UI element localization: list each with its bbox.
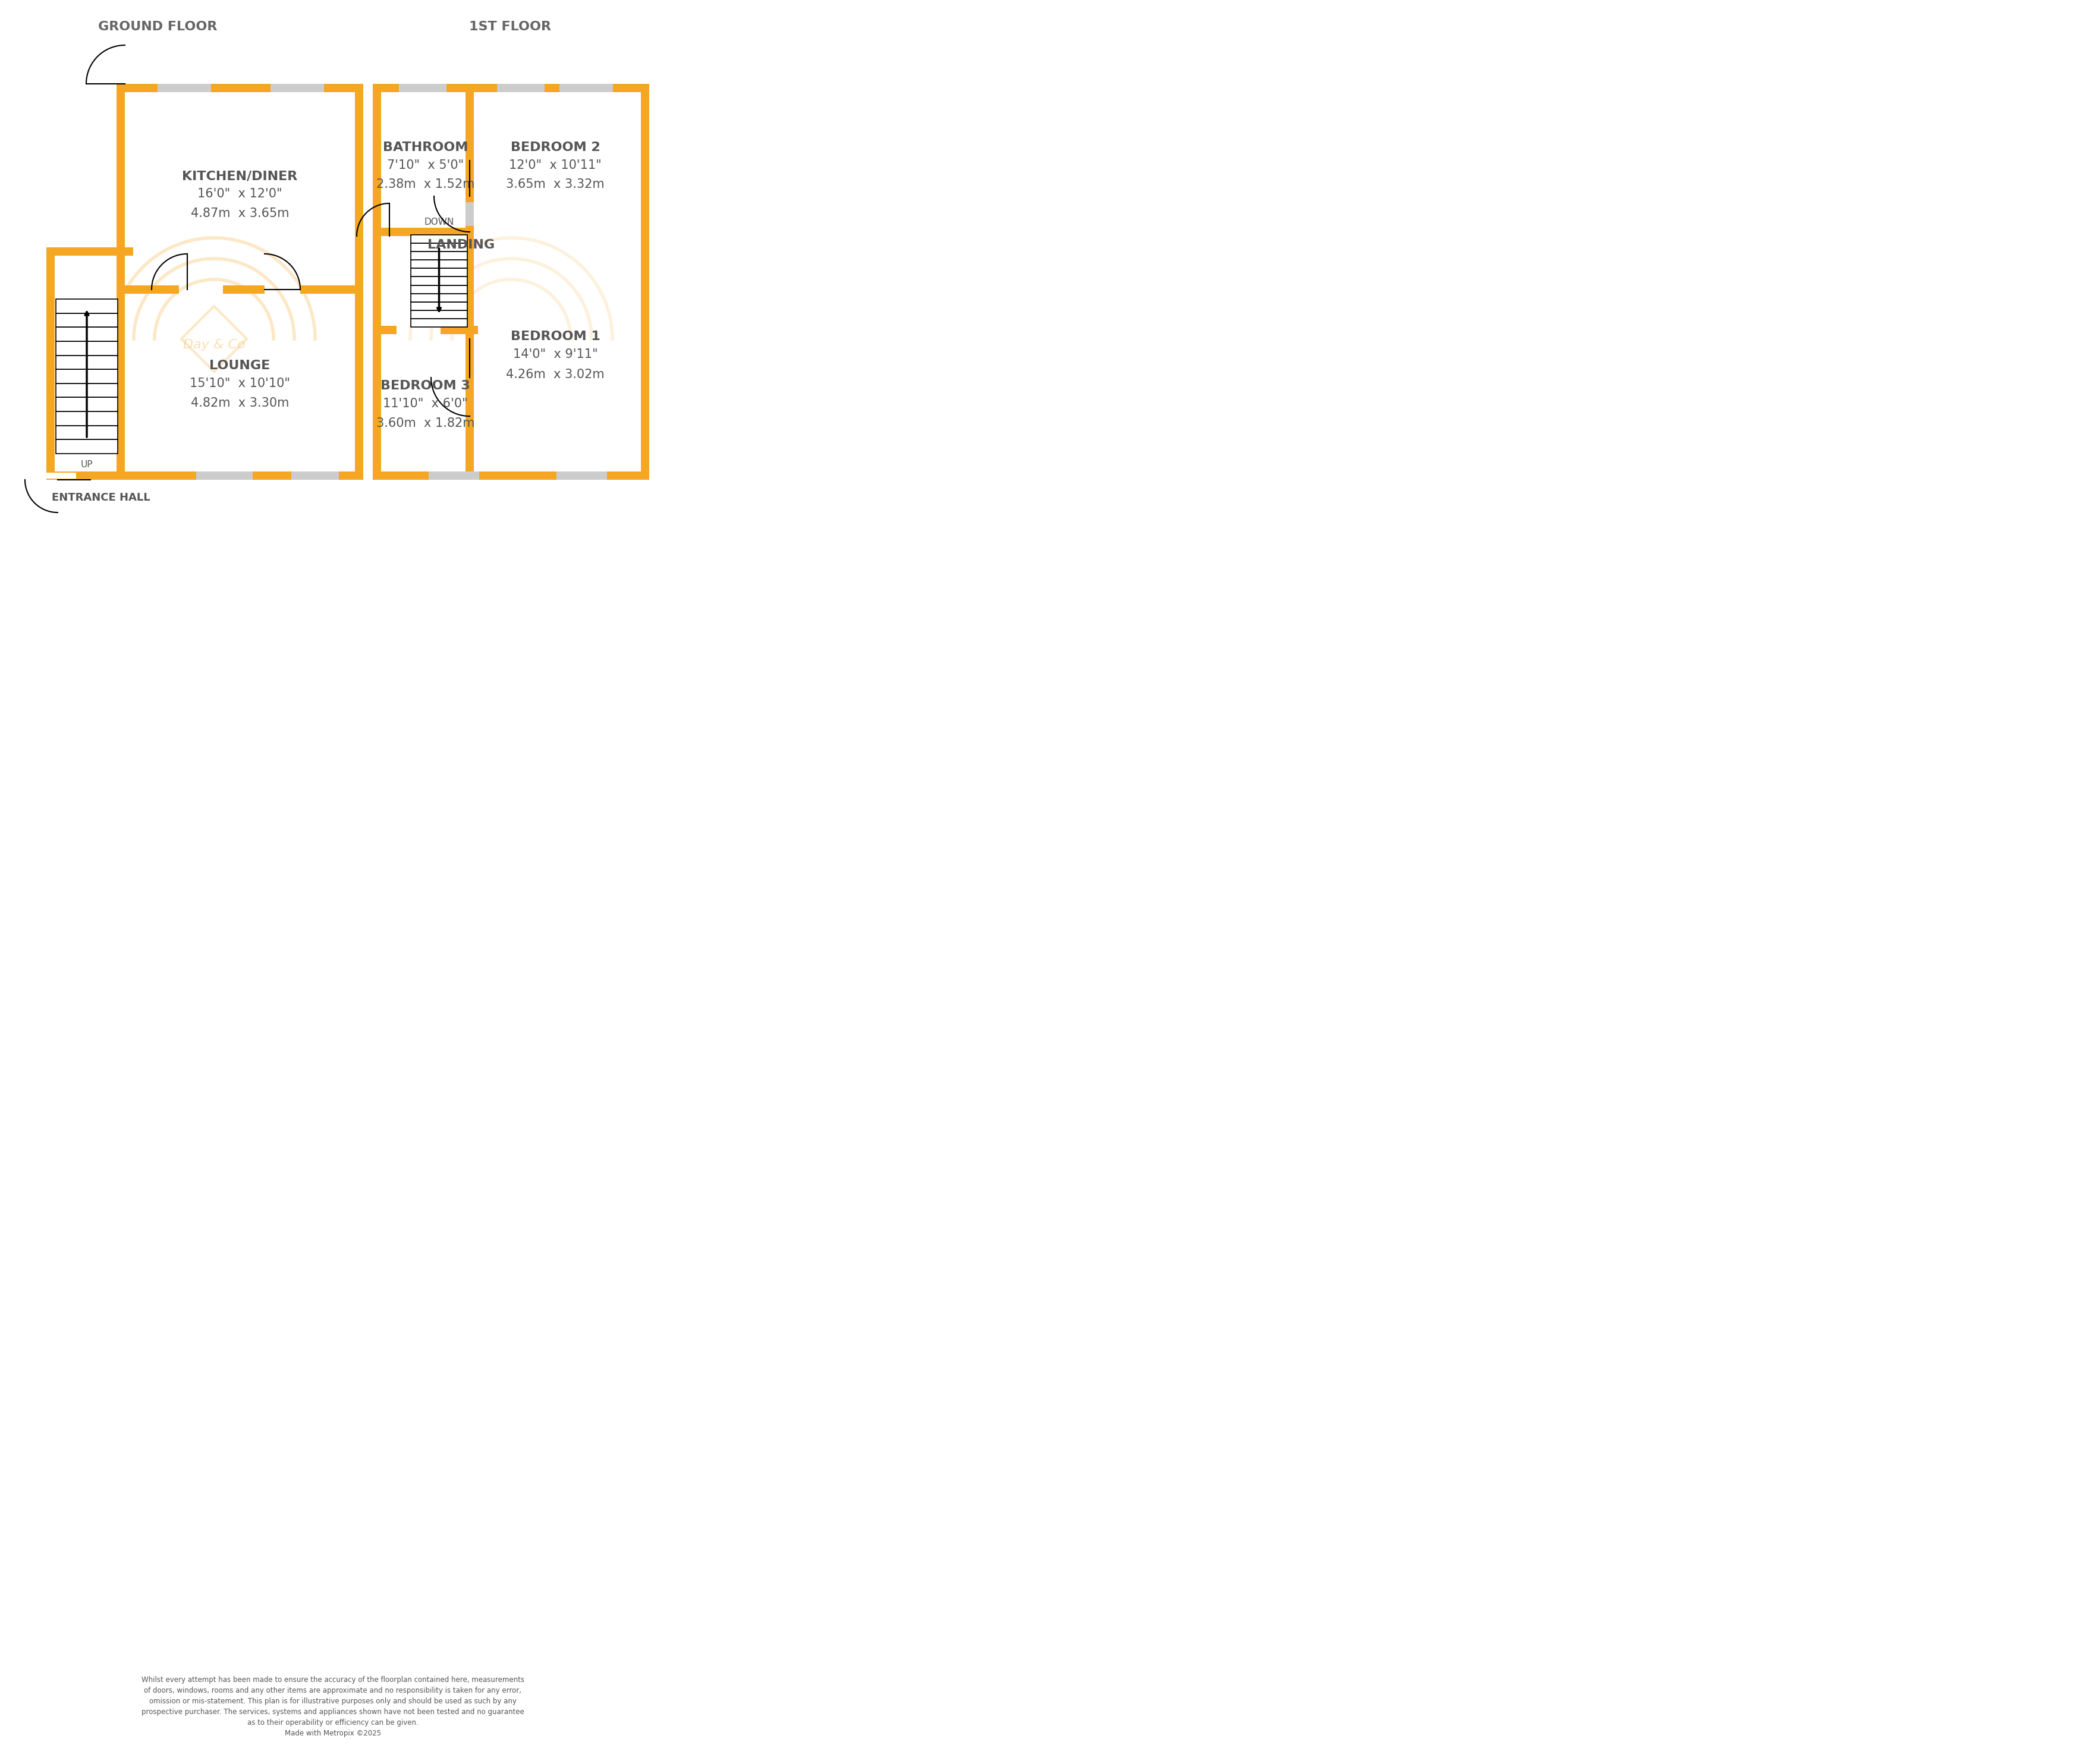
Bar	[56, 326, 117, 340]
Bar	[56, 340, 117, 355]
Bar	[411, 243, 467, 252]
Text: BEDROOM 1: BEDROOM 1	[511, 332, 600, 342]
Bar	[411, 319, 467, 326]
Bar	[46, 471, 363, 480]
Text: 12'0"  x 10'11": 12'0" x 10'11"	[509, 159, 603, 171]
Bar	[465, 85, 473, 480]
Text: 16'0"  x 12'0": 16'0" x 12'0"	[198, 189, 281, 199]
Bar	[271, 85, 323, 92]
Bar	[46, 247, 54, 480]
Bar	[117, 286, 179, 293]
Bar	[465, 203, 473, 226]
Bar	[411, 277, 467, 286]
Text: 3.65m  x 3.32m: 3.65m x 3.32m	[507, 178, 605, 191]
Text: 7'10"  x 5'0": 7'10" x 5'0"	[388, 159, 463, 171]
Bar	[640, 85, 648, 480]
Bar	[411, 259, 467, 268]
Text: 3.60m  x 1.82m: 3.60m x 1.82m	[375, 418, 475, 429]
Bar	[373, 228, 469, 236]
Bar	[56, 411, 117, 425]
Bar	[411, 235, 467, 243]
Bar	[411, 268, 467, 277]
Bar	[300, 286, 363, 293]
Bar	[158, 85, 211, 92]
Bar	[196, 471, 252, 480]
Bar	[56, 312, 117, 326]
Text: BATHROOM: BATHROOM	[384, 141, 467, 153]
Text: 15'10"  x 10'10": 15'10" x 10'10"	[190, 377, 290, 390]
Bar	[411, 302, 467, 310]
Bar	[46, 473, 75, 478]
Text: 4.82m  x 3.30m: 4.82m x 3.30m	[190, 397, 290, 409]
Bar	[411, 310, 467, 319]
Text: KITCHEN/DINER: KITCHEN/DINER	[181, 169, 298, 182]
Bar	[354, 85, 363, 480]
Text: BEDROOM 3: BEDROOM 3	[382, 379, 471, 392]
Text: 4.87m  x 3.65m: 4.87m x 3.65m	[190, 208, 290, 219]
Text: 14'0"  x 9'11": 14'0" x 9'11"	[513, 349, 598, 360]
Bar	[56, 369, 117, 383]
Bar	[56, 439, 117, 453]
Text: DOWN: DOWN	[423, 217, 455, 226]
Text: Whilst every attempt has been made to ensure the accuracy of the floorplan conta: Whilst every attempt has been made to en…	[142, 1676, 523, 1738]
Bar	[559, 85, 613, 92]
Bar	[411, 293, 467, 302]
Bar	[56, 383, 117, 397]
Text: 1ST FLOOR: 1ST FLOOR	[469, 21, 550, 34]
Bar	[117, 85, 125, 256]
Bar	[430, 471, 480, 480]
Bar	[117, 247, 125, 480]
Text: 2.38m  x 1.52m: 2.38m x 1.52m	[375, 178, 475, 191]
Bar	[496, 85, 544, 92]
Text: 11'10"  x 6'0": 11'10" x 6'0"	[384, 397, 467, 409]
Bar	[373, 471, 648, 480]
Bar	[411, 286, 467, 293]
Bar	[440, 326, 477, 333]
Text: BEDROOM 2: BEDROOM 2	[511, 141, 600, 153]
Bar	[56, 397, 117, 411]
Bar	[373, 85, 382, 480]
Text: UP: UP	[81, 460, 94, 469]
Text: 4.26m  x 3.02m: 4.26m x 3.02m	[507, 369, 605, 381]
Bar	[117, 85, 363, 92]
Bar	[56, 300, 117, 312]
Text: ENTRANCE HALL: ENTRANCE HALL	[52, 492, 150, 503]
Bar	[56, 425, 117, 439]
Bar	[373, 326, 396, 333]
Bar	[557, 471, 607, 480]
Bar	[373, 85, 648, 92]
Bar	[46, 247, 133, 256]
Text: LANDING: LANDING	[427, 240, 494, 250]
Bar	[292, 471, 340, 480]
Bar	[411, 252, 467, 259]
Text: LOUNGE: LOUNGE	[208, 360, 271, 372]
Text: Day & Co: Day & Co	[183, 339, 246, 351]
Bar	[56, 355, 117, 369]
Bar	[223, 286, 265, 293]
Text: GROUND FLOOR: GROUND FLOOR	[98, 21, 217, 34]
Bar	[398, 85, 446, 92]
